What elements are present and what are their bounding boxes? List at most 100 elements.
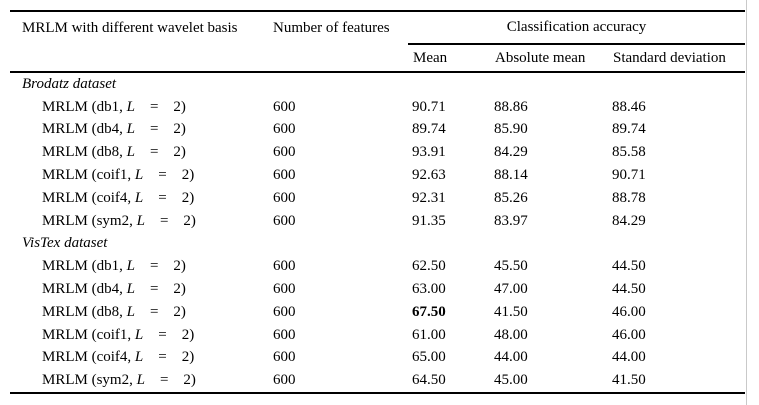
level-value: 2) (181, 189, 195, 206)
wavelet-basis-label: MRLM (coif4, L = 2) (10, 187, 270, 210)
mean-value: 62.50 (412, 258, 446, 275)
wavelet-basis-label: MRLM (coif4, L = 2) (10, 347, 270, 370)
wavelet-basis-label: MRLM (coif1, L = 2) (10, 324, 270, 347)
table-row: MRLM (sym2, L = 2) 600 91.35 83.97 84.29 (10, 210, 745, 233)
features-value: 600 (273, 372, 296, 389)
level-variable: L (126, 144, 135, 161)
equals-sign: = (149, 281, 159, 298)
equals-sign: = (158, 167, 167, 184)
column-header-basis: MRLM with different wavelet basis (10, 11, 270, 73)
basis-prefix: MRLM (db8, (42, 144, 127, 161)
level-variable: L (134, 189, 144, 206)
mean-value: 67.50 (412, 303, 446, 320)
table-row: MRLM (db8, L = 2) 600 93.91 84.29 85.58 (10, 141, 745, 164)
table-row: MRLM (db4, L = 2) 600 63.00 47.00 44.50 (10, 278, 745, 301)
std-dev-value: 90.71 (612, 167, 646, 184)
equals-sign: = (149, 144, 159, 161)
level-variable: L (126, 98, 135, 115)
column-group-classification-accuracy: Classification accuracy (408, 11, 746, 45)
table-header: MRLM with different wavelet basis Number… (10, 11, 746, 73)
mean-value: 91.35 (412, 212, 446, 229)
basis-prefix: MRLM (coif1, (42, 167, 135, 184)
std-dev-value: 41.50 (612, 372, 646, 389)
header-row-sub: Mean Absolute mean Standard deviation (10, 44, 746, 73)
features-value: 600 (273, 326, 296, 343)
wavelet-basis-label: MRLM (db4, L = 2) (10, 119, 270, 142)
basis-prefix: MRLM (coif4, (42, 349, 135, 366)
column-header-features: Number of features (270, 11, 408, 73)
equals-sign: = (149, 121, 159, 138)
std-dev-value: 89.74 (612, 121, 646, 138)
column-header-standard-deviation: Standard deviation (608, 44, 746, 73)
features-value: 600 (273, 212, 296, 229)
std-dev-value: 85.58 (612, 144, 646, 161)
level-value: 2) (181, 167, 195, 184)
header-row-top: MRLM with different wavelet basis Number… (10, 11, 746, 73)
mean-value: 92.63 (412, 167, 446, 184)
level-value: 2) (173, 121, 186, 138)
std-dev-value: 46.00 (612, 303, 646, 320)
level-value: 2) (181, 326, 195, 343)
absolute-mean-value: 41.50 (494, 303, 528, 320)
wavelet-basis-label: MRLM (db8, L = 2) (10, 301, 270, 324)
table-body: Brodatz dataset MRLM (db1, L = 2) 600 90.71 88… (10, 72, 745, 393)
column-header-absolute-mean: Absolute mean (490, 44, 608, 73)
features-value: 600 (273, 189, 296, 206)
level-value: 2) (183, 212, 196, 229)
level-variable: L (134, 326, 144, 343)
std-dev-value: 84.29 (612, 212, 646, 229)
level-variable: L (126, 121, 135, 138)
level-value: 2) (173, 144, 186, 161)
section-title-row: VisTex dataset (10, 233, 745, 256)
equals-sign: = (158, 326, 167, 343)
section-title: Brodatz dataset (22, 75, 117, 92)
equals-sign: = (149, 98, 159, 115)
table-row: MRLM (sym2, L = 2) 600 64.50 45.00 41.50 (10, 369, 745, 393)
basis-prefix: MRLM (db1, (42, 258, 127, 275)
equals-sign: = (149, 303, 159, 320)
absolute-mean-value: 88.14 (494, 167, 528, 184)
features-value: 600 (273, 303, 296, 320)
std-dev-value: 88.78 (612, 189, 646, 206)
absolute-mean-value: 88.86 (494, 98, 528, 115)
equals-sign: = (158, 189, 167, 206)
equals-sign: = (159, 372, 169, 389)
results-table: MRLM with different wavelet basis Number… (10, 10, 746, 395)
features-value: 600 (273, 258, 296, 275)
mean-value: 89.74 (412, 121, 446, 138)
column-header-mean: Mean (408, 44, 490, 73)
absolute-mean-value: 44.00 (494, 349, 528, 366)
basis-prefix: MRLM (sym2, (42, 372, 137, 389)
table-row: MRLM (coif4, L = 2) 600 65.00 44.00 44.00 (10, 347, 745, 370)
basis-prefix: MRLM (db4, (42, 281, 127, 298)
level-variable: L (136, 212, 145, 229)
std-dev-value: 46.00 (612, 326, 646, 343)
mean-value: 65.00 (412, 349, 446, 366)
table-row: MRLM (db1, L = 2) 600 90.71 88.86 88.46 (10, 96, 745, 119)
wavelet-basis-label: MRLM (db8, L = 2) (10, 141, 270, 164)
level-value: 2) (173, 98, 186, 115)
std-dev-value: 44.50 (612, 258, 646, 275)
equals-sign: = (158, 349, 167, 366)
absolute-mean-value: 83.97 (494, 212, 528, 229)
std-dev-value: 44.50 (612, 281, 646, 298)
table-row: MRLM (coif1, L = 2) 600 61.00 48.00 46.00 (10, 324, 745, 347)
mean-value: 63.00 (412, 281, 446, 298)
mean-value: 92.31 (412, 189, 446, 206)
section-title: VisTex dataset (22, 235, 108, 252)
absolute-mean-value: 47.00 (494, 281, 528, 298)
level-variable: L (126, 303, 135, 320)
level-value: 2) (173, 281, 186, 298)
level-value: 2) (181, 349, 195, 366)
level-variable: L (134, 167, 144, 184)
absolute-mean-value: 45.50 (494, 258, 528, 275)
wavelet-basis-label: MRLM (db4, L = 2) (10, 278, 270, 301)
absolute-mean-value: 45.00 (494, 372, 528, 389)
basis-prefix: MRLM (db8, (42, 303, 127, 320)
features-value: 600 (273, 281, 296, 298)
features-value: 600 (273, 98, 296, 115)
table-row: MRLM (db4, L = 2) 600 89.74 85.90 89.74 (10, 119, 745, 142)
wavelet-basis-label: MRLM (sym2, L = 2) (10, 369, 270, 393)
level-variable: L (126, 281, 135, 298)
